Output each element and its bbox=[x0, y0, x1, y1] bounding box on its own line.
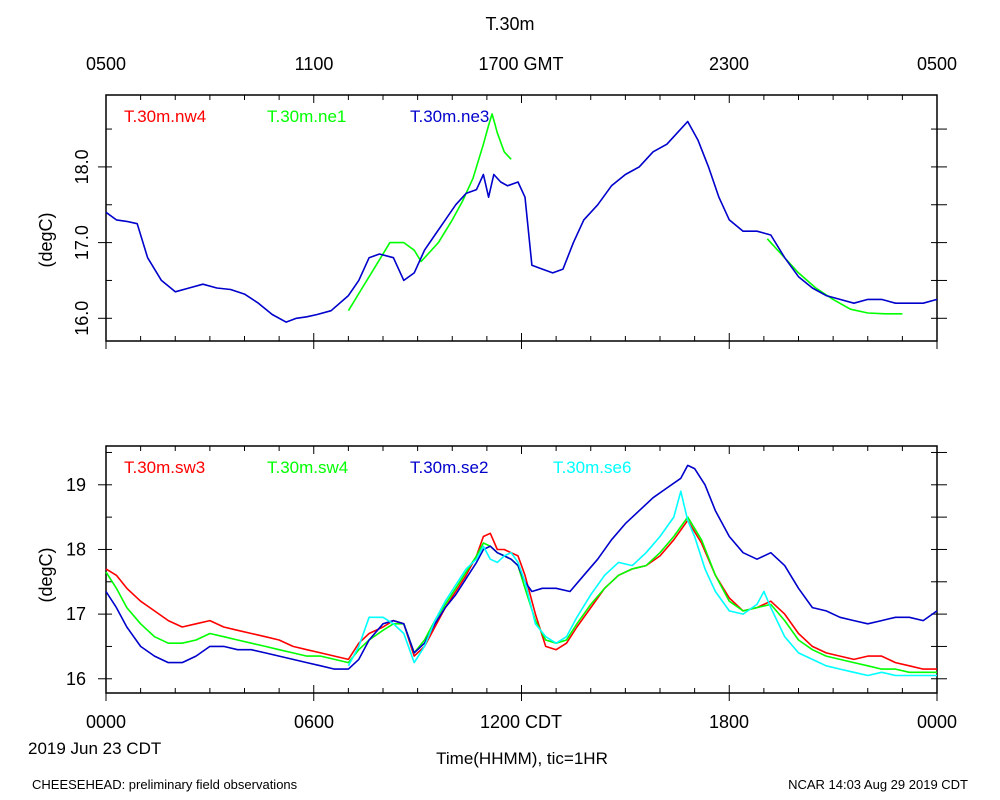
top-panel-frame bbox=[105, 94, 938, 342]
series-line-t-30m-sw3 bbox=[105, 519, 937, 670]
top-axis-tick-label: 0500 bbox=[917, 54, 957, 74]
legend-label: T.30m.sw3 bbox=[124, 458, 205, 477]
y-tick-label: 18.0 bbox=[72, 149, 92, 184]
series-line-t-30m-se2 bbox=[105, 464, 938, 670]
series-line-t-30m-sw4 bbox=[105, 516, 937, 674]
legend-label: T.30m.se6 bbox=[553, 458, 631, 477]
top-panel-ylabel: (degC) bbox=[36, 212, 56, 267]
y-tick-label: 16 bbox=[66, 669, 86, 689]
y-tick-label: 17 bbox=[66, 604, 86, 624]
legend-label: T.30m.ne1 bbox=[267, 107, 346, 126]
series-line-t-30m-ne3 bbox=[105, 120, 938, 323]
top-axis-tick-label: 0500 bbox=[86, 54, 126, 74]
top-axis-tick-label: 2300 bbox=[709, 54, 749, 74]
top-axis-tick-label: 1100 bbox=[295, 54, 334, 74]
series-line-t-30m-ne1 bbox=[347, 113, 512, 312]
series-line-t-30m-ne1 bbox=[766, 238, 903, 315]
legend-label: T.30m.sw4 bbox=[267, 458, 348, 477]
bottom-axis-tick-label: 0000 bbox=[86, 712, 126, 732]
bottom-axis-tick-label: 1200 CDT bbox=[480, 712, 562, 732]
bottom-panel-ylabel: (degC) bbox=[36, 547, 56, 602]
bottom-axis-tick-label: 0600 bbox=[294, 712, 334, 732]
date-label: 2019 Jun 23 CDT bbox=[28, 739, 161, 758]
y-tick-label: 16.0 bbox=[72, 301, 92, 336]
legend-label: T.30m.ne3 bbox=[410, 107, 489, 126]
series-line-t-30m-se6 bbox=[347, 490, 937, 677]
chart-title: T.30m bbox=[485, 14, 534, 34]
bottom-panel-frame bbox=[105, 445, 938, 694]
legend-label: T.30m.nw4 bbox=[124, 107, 206, 126]
footer-right: NCAR 14:03 Aug 29 2019 CDT bbox=[788, 777, 968, 792]
legend-label: T.30m.se2 bbox=[410, 458, 488, 477]
footer-left: CHEESEHEAD: preliminary field observatio… bbox=[32, 777, 298, 792]
y-tick-label: 18 bbox=[66, 539, 86, 559]
plot-layer: 16.0 17.0 18.0 T.30m.nw4 T.30m.ne1 T.30m.ne3 1… bbox=[66, 95, 947, 701]
y-tick-label: 19 bbox=[66, 475, 86, 495]
x-axis-label: Time(HHMM), tic=1HR bbox=[436, 749, 608, 768]
top-axis-tick-label: 1700 GMT bbox=[478, 54, 563, 74]
bottom-axis-tick-label: 1800 bbox=[709, 712, 749, 732]
y-tick-label: 17.0 bbox=[72, 225, 92, 260]
bottom-axis-tick-label: 0000 bbox=[917, 712, 957, 732]
